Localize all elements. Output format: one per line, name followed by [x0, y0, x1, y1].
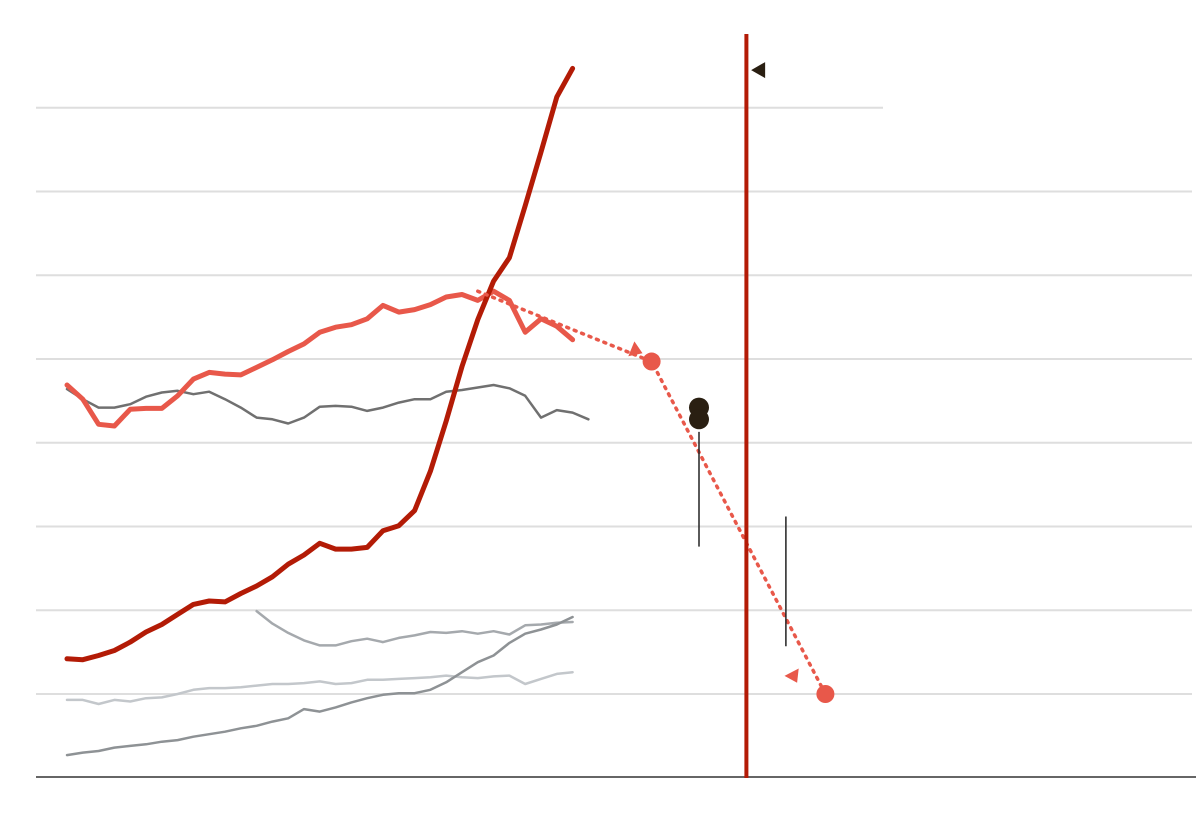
- series-line-sharp-rise: [64, 65, 576, 663]
- data-marker: [689, 409, 709, 430]
- projection-group: [476, 289, 835, 703]
- series-line-mid-grey-short: [255, 609, 574, 647]
- projection-arrow: [628, 341, 643, 357]
- series-lines: [64, 65, 590, 757]
- projection-dot: [816, 685, 835, 703]
- marker-group: [689, 397, 787, 647]
- flag-marker: [751, 62, 766, 79]
- projection-dot: [642, 352, 661, 371]
- series-line-dark-grey: [65, 383, 590, 425]
- reference-line-group: [744, 34, 766, 778]
- gridlines: [36, 106, 1192, 695]
- projection-arrow: [784, 668, 799, 683]
- series-line-light-grey: [65, 670, 574, 706]
- series-line-grey-rising: [65, 615, 574, 757]
